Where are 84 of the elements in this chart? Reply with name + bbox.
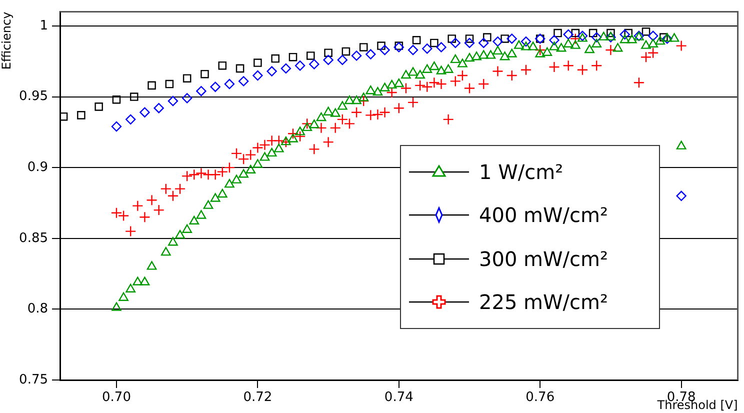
point	[588, 28, 598, 38]
point	[182, 74, 192, 82]
y-tick-label: 0.8	[27, 302, 48, 317]
point	[130, 92, 138, 101]
point	[606, 28, 615, 38]
point	[571, 28, 580, 38]
point	[280, 63, 292, 74]
point	[430, 38, 438, 48]
point	[549, 35, 560, 46]
legend-label: 225 mW/cm²	[479, 290, 608, 314]
point	[520, 36, 532, 47]
point	[624, 28, 632, 38]
point	[450, 38, 460, 48]
point	[182, 93, 192, 104]
point	[660, 33, 668, 42]
point	[478, 38, 489, 48]
point	[271, 54, 280, 63]
point	[140, 107, 150, 118]
point	[210, 82, 220, 92]
point	[342, 47, 350, 56]
point	[506, 34, 517, 44]
point	[294, 60, 306, 71]
point	[309, 59, 320, 70]
point	[436, 42, 446, 52]
y-tick-label: 0.75	[19, 372, 48, 388]
point	[200, 70, 209, 78]
point	[492, 36, 503, 47]
point	[238, 76, 249, 86]
point	[337, 54, 348, 66]
point	[266, 66, 277, 76]
x-tick-label: 0.74	[384, 390, 414, 406]
point	[224, 78, 235, 90]
point	[394, 42, 404, 50]
y-tick-label: 0.85	[19, 230, 48, 246]
point	[465, 34, 474, 43]
x-tick-label: 0.70	[102, 390, 131, 406]
point	[77, 111, 86, 120]
point	[126, 114, 136, 125]
point	[148, 81, 156, 90]
point	[642, 27, 650, 36]
point	[112, 95, 121, 104]
point	[422, 44, 432, 54]
point	[483, 33, 492, 42]
legend-label: 400 mW/cm²	[479, 203, 608, 228]
y-axis-title: Efficiency	[0, 12, 14, 70]
point	[323, 54, 334, 66]
point	[563, 29, 574, 40]
point	[620, 29, 630, 40]
point	[366, 49, 376, 60]
point	[464, 38, 475, 48]
point	[448, 34, 456, 43]
point	[412, 36, 421, 44]
point	[591, 32, 602, 42]
point	[60, 112, 68, 121]
point	[218, 61, 227, 70]
point	[252, 70, 263, 81]
point	[408, 44, 418, 56]
point	[111, 121, 122, 132]
point	[554, 28, 562, 38]
point	[288, 52, 298, 62]
y-tick-label: 0.9	[27, 160, 48, 175]
point	[306, 52, 315, 60]
legend-label: 1 W/cm²	[479, 160, 564, 184]
point	[324, 48, 332, 58]
point	[94, 102, 103, 111]
point	[165, 80, 174, 88]
point	[254, 58, 262, 67]
point	[359, 43, 368, 52]
point	[676, 190, 686, 201]
point	[648, 30, 658, 41]
legend-label: 300 mW/cm²	[479, 246, 608, 271]
point	[196, 86, 206, 96]
x-tick-label: 0.72	[243, 390, 272, 406]
y-tick-label: 1	[40, 18, 48, 34]
point	[168, 96, 178, 106]
point	[394, 42, 404, 52]
point	[500, 34, 509, 43]
point	[351, 50, 362, 61]
point	[377, 42, 386, 50]
point	[154, 103, 164, 114]
x-tick-label: 0.76	[526, 390, 555, 406]
y-tick-label: 0.95	[19, 89, 48, 104]
point	[380, 44, 390, 56]
point	[236, 64, 244, 73]
